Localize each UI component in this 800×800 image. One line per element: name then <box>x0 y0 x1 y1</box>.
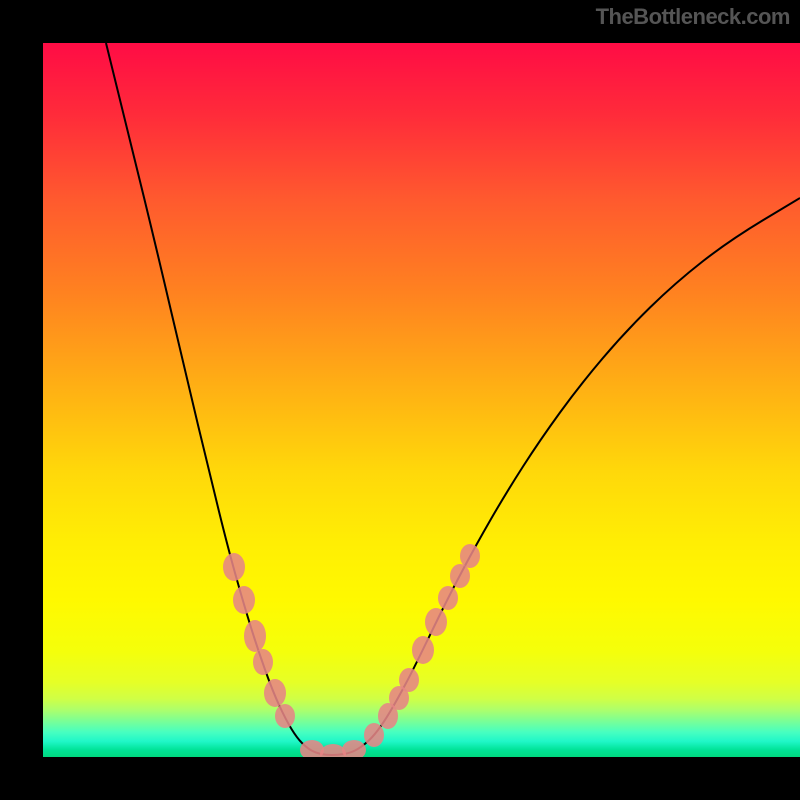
curve-marker <box>275 704 295 728</box>
curve-marker <box>438 586 458 610</box>
curve-marker <box>300 740 324 760</box>
chart-container: TheBottleneck.com <box>0 0 800 800</box>
curve-marker <box>364 723 384 747</box>
curve-marker <box>223 553 245 581</box>
curve-marker <box>425 608 447 636</box>
curve-marker <box>342 740 366 760</box>
curve-marker <box>412 636 434 664</box>
curve-marker <box>399 668 419 692</box>
watermark-text: TheBottleneck.com <box>596 4 790 30</box>
curve-marker <box>233 586 255 614</box>
curve-marker <box>460 544 480 568</box>
curve-marker <box>253 649 273 675</box>
curve-marker <box>264 679 286 707</box>
curve-marker <box>450 564 470 588</box>
curve-marker <box>244 620 266 652</box>
chart-svg <box>0 0 800 800</box>
